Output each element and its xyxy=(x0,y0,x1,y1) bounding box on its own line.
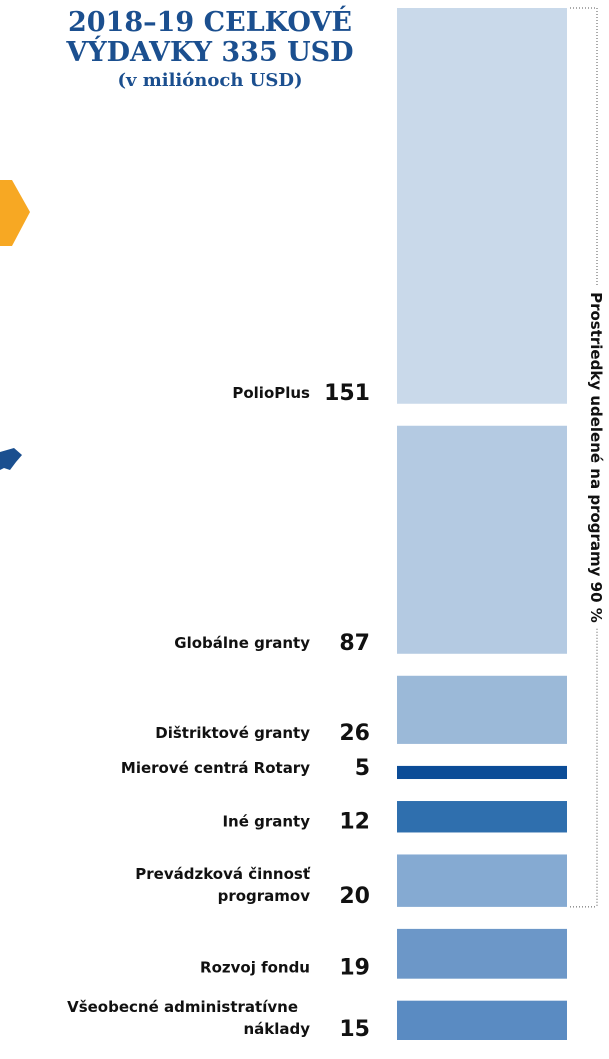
value-label: 19 xyxy=(339,956,370,981)
bar-segment xyxy=(397,929,567,979)
bar-segment xyxy=(397,854,567,906)
header: 2018–19 CELKOVÉ VÝDAVKY 335 USD (v milió… xyxy=(55,8,365,94)
chart-title: 2018–19 CELKOVÉ VÝDAVKY 335 USD xyxy=(55,8,365,68)
label-line: programov xyxy=(218,887,311,905)
bar-segment xyxy=(397,426,567,654)
bar-segment xyxy=(397,801,567,832)
bar-segment xyxy=(397,1001,567,1040)
label-line: Všeobecné administratívne xyxy=(67,998,298,1016)
category-label: PolioPlus xyxy=(232,384,310,402)
chart: 151 PolioPlus 87 Globálne granty 26 Dištrikto… xyxy=(0,0,609,1059)
value-label: 5 xyxy=(355,756,370,781)
value-label: 87 xyxy=(339,631,370,656)
category-label: Rozvoj fondu xyxy=(200,959,310,977)
value-label: 151 xyxy=(324,381,370,406)
bar-segment xyxy=(397,766,567,779)
category-label: Globálne granty xyxy=(174,634,310,652)
label-line: náklady xyxy=(243,1020,310,1038)
value-label: 15 xyxy=(339,1017,370,1042)
page: 151 PolioPlus 87 Globálne granty 26 Dištrikto… xyxy=(0,0,609,1059)
label-line: Prevádzková činnosť xyxy=(135,865,311,883)
bar-segment xyxy=(397,676,567,744)
category-label: Dištriktové granty xyxy=(155,724,310,742)
decor-shape xyxy=(0,448,22,470)
category-label: Prevádzková činnosť programov xyxy=(135,865,311,905)
decor-arrow xyxy=(0,180,30,246)
category-label: Všeobecné administratívne náklady xyxy=(67,998,310,1038)
value-label: 12 xyxy=(339,809,370,834)
category-label: Mierové centrá Rotary xyxy=(121,759,310,777)
bar-segment xyxy=(397,8,567,404)
chart-subtitle: (v miliónoch USD) xyxy=(55,68,365,94)
category-label: Iné granty xyxy=(222,812,310,830)
value-label: 20 xyxy=(339,884,370,909)
bracket-label: Prostriedky udelené na programy 90 % xyxy=(587,292,605,623)
value-label: 26 xyxy=(339,721,370,746)
